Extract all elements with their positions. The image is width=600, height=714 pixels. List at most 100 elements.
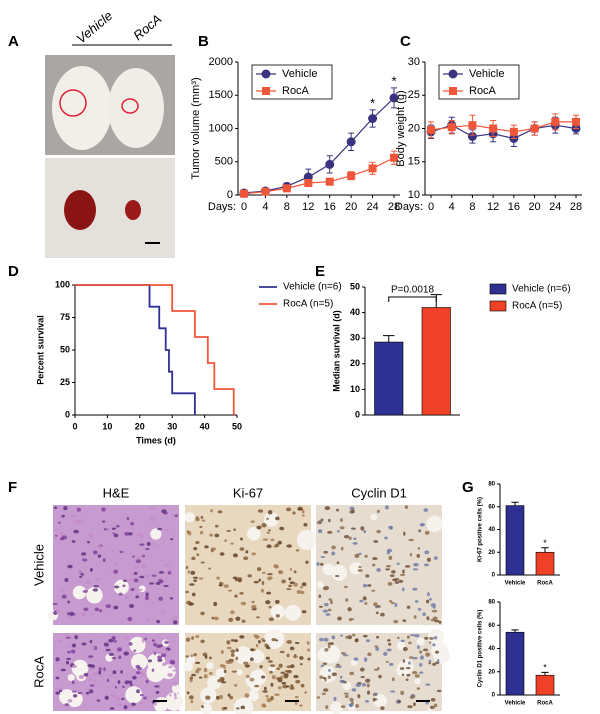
nucleus xyxy=(328,598,333,601)
nucleus xyxy=(174,696,177,700)
nucleus xyxy=(262,705,267,708)
nucleus xyxy=(199,525,203,528)
nucleus xyxy=(316,520,322,525)
y-tick-label: 60 xyxy=(488,623,495,629)
nucleus xyxy=(365,678,371,683)
nucleus xyxy=(289,581,296,585)
nucleus xyxy=(170,538,174,541)
nucleus xyxy=(266,517,270,521)
nucleus xyxy=(273,564,278,568)
nucleus xyxy=(428,641,432,644)
vacuole xyxy=(146,663,165,683)
micrograph-bg xyxy=(185,505,311,625)
nucleus xyxy=(424,563,430,567)
nucleus xyxy=(257,640,261,644)
nucleus xyxy=(295,679,301,684)
nucleus xyxy=(144,595,149,601)
nucleus xyxy=(321,692,327,695)
marker xyxy=(347,171,356,180)
nucleus xyxy=(391,570,396,574)
nucleus xyxy=(409,552,413,557)
nucleus xyxy=(266,531,270,534)
nucleus xyxy=(323,688,329,692)
micrograph xyxy=(316,505,443,625)
bar xyxy=(535,674,555,696)
nucleus xyxy=(270,538,275,542)
nucleus xyxy=(203,674,208,679)
nucleus xyxy=(240,537,243,541)
nucleus xyxy=(416,553,420,558)
nucleus xyxy=(267,573,273,576)
nucleus xyxy=(135,664,141,669)
nucleus xyxy=(235,656,239,661)
vacuole xyxy=(234,646,253,665)
nucleus xyxy=(164,563,170,567)
nucleus xyxy=(187,570,190,574)
x-tick-label: 12 xyxy=(487,201,499,213)
nucleus xyxy=(112,636,116,641)
nucleus xyxy=(162,662,166,667)
nucleus xyxy=(132,555,135,558)
nucleus xyxy=(423,508,429,512)
vacuole xyxy=(247,526,261,541)
nucleus xyxy=(278,663,283,668)
nucleus xyxy=(361,682,366,687)
legend-label: RocA xyxy=(282,85,310,97)
legend-label: RocA (n=5) xyxy=(512,301,562,312)
nucleus xyxy=(188,602,195,606)
nucleus xyxy=(293,582,298,587)
nucleus xyxy=(251,604,257,609)
nucleus xyxy=(136,671,141,675)
micrograph xyxy=(184,505,317,625)
y-tick-label: 2000 xyxy=(209,56,233,68)
nucleus xyxy=(59,531,65,536)
nucleus xyxy=(70,514,77,518)
nucleus xyxy=(339,526,345,530)
x-axis-label: Days: xyxy=(208,201,236,213)
nucleus xyxy=(160,610,166,614)
nucleus xyxy=(141,564,147,568)
nucleus xyxy=(374,692,378,696)
y-tick-label: 20 xyxy=(488,669,495,675)
nucleus xyxy=(172,669,176,672)
nucleus xyxy=(97,554,102,558)
nucleus xyxy=(387,581,393,586)
nucleus xyxy=(394,602,398,608)
group-label: Vehicle xyxy=(73,8,115,47)
nucleus xyxy=(229,695,234,700)
y-tick-label: 0 xyxy=(65,409,70,419)
vacuole xyxy=(138,585,146,593)
nucleus xyxy=(351,688,357,692)
nucleus xyxy=(53,506,58,509)
nucleus xyxy=(151,639,156,642)
nucleus xyxy=(186,691,190,695)
x-tick-label: 0 xyxy=(72,421,77,431)
nucleus xyxy=(73,529,79,534)
nucleus xyxy=(406,673,411,677)
nucleus xyxy=(426,616,430,621)
vacuole xyxy=(316,581,324,589)
nucleus xyxy=(290,684,294,688)
nucleus xyxy=(333,696,337,701)
nucleus xyxy=(86,580,91,584)
nucleus xyxy=(335,665,339,668)
nucleus xyxy=(281,579,286,584)
nucleus xyxy=(111,548,115,553)
nucleus xyxy=(114,686,118,689)
nucleus xyxy=(70,649,76,654)
x-tick-label: 30 xyxy=(167,421,177,431)
nucleus xyxy=(262,639,266,643)
nucleus xyxy=(139,702,143,705)
nucleus xyxy=(92,679,98,682)
nucleus xyxy=(232,553,238,558)
error-bar xyxy=(511,629,519,633)
nucleus xyxy=(364,554,368,558)
nucleus xyxy=(156,620,161,624)
nucleus xyxy=(169,694,172,697)
nucleus xyxy=(425,652,431,657)
nucleus xyxy=(226,640,231,645)
nucleus xyxy=(388,555,393,561)
y-tick-label: 75 xyxy=(60,312,70,322)
nucleus xyxy=(251,552,256,556)
